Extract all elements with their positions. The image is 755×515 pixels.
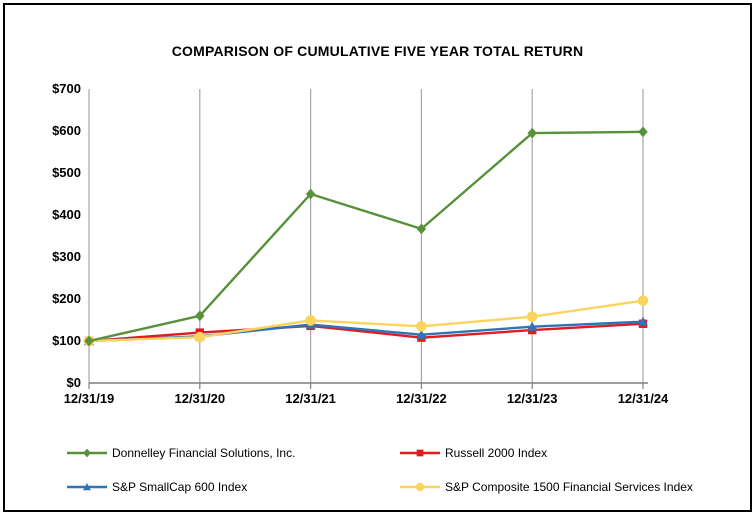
x-tick-label: 12/31/20: [174, 391, 226, 406]
circle-marker: [415, 482, 425, 492]
circle-marker: [637, 295, 649, 306]
y-tick-label: $600: [52, 123, 81, 138]
legend-item: Russell 2000 Index: [399, 444, 693, 462]
chart-frame: COMPARISON OF CUMULATIVE FIVE YEAR TOTAL…: [3, 3, 752, 512]
legend-item: S&P SmallCap 600 Index: [66, 478, 399, 496]
diamond-marker: [83, 448, 91, 458]
y-tick-label: $100: [52, 333, 81, 348]
series-line: [88, 130, 644, 343]
diamond-marker: [527, 127, 537, 139]
triangle-marker: [416, 329, 427, 339]
legend-label: Russell 2000 Index: [445, 446, 548, 460]
legend-item: S&P Composite 1500 Financial Services In…: [399, 478, 693, 496]
legend-marker-triangle: [67, 483, 107, 491]
x-tick-label: 12/31/23: [506, 391, 558, 406]
legend-marker-square: [400, 449, 440, 457]
legend: Donnelley Financial Solutions, Inc. Russe…: [66, 444, 693, 496]
diamond-marker: [416, 223, 427, 235]
square-marker: [416, 449, 424, 457]
triangle-marker: [638, 316, 648, 326]
legend-label: S&P SmallCap 600 Index: [112, 480, 248, 494]
legend-label: S&P Composite 1500 Financial Services In…: [445, 480, 693, 494]
legend-marker-circle: [400, 482, 440, 492]
y-tick-label: $500: [52, 165, 81, 180]
diamond-marker: [305, 188, 316, 200]
triangle-marker: [83, 483, 91, 491]
circle-marker: [305, 315, 316, 326]
y-tick-label: $700: [52, 81, 81, 96]
series-line: [88, 322, 644, 343]
y-tick-label: $200: [52, 291, 81, 306]
y-tick-label: $0: [66, 375, 81, 390]
x-tick-label: 12/31/22: [396, 391, 447, 406]
legend-item: Donnelley Financial Solutions, Inc.: [66, 444, 399, 462]
x-tick-label: 12/31/19: [63, 391, 115, 406]
diamond-marker: [84, 335, 94, 347]
circle-marker: [194, 331, 206, 343]
chart-title: COMPARISON OF CUMULATIVE FIVE YEAR TOTAL…: [171, 43, 584, 59]
diamond-marker: [638, 126, 648, 138]
circle-marker: [416, 321, 427, 332]
y-tick-label: $300: [52, 249, 81, 264]
diamond-marker: [195, 310, 205, 322]
x-tick-label: 12/31/21: [285, 391, 336, 406]
legend-marker-diamond: [67, 448, 107, 458]
circle-marker: [526, 311, 538, 322]
triangle-marker: [527, 321, 538, 331]
x-tick-label: 12/31/24: [617, 391, 669, 406]
legend-label: Donnelley Financial Solutions, Inc.: [112, 446, 296, 460]
y-tick-label: $400: [52, 207, 81, 222]
series-line: [88, 299, 644, 343]
